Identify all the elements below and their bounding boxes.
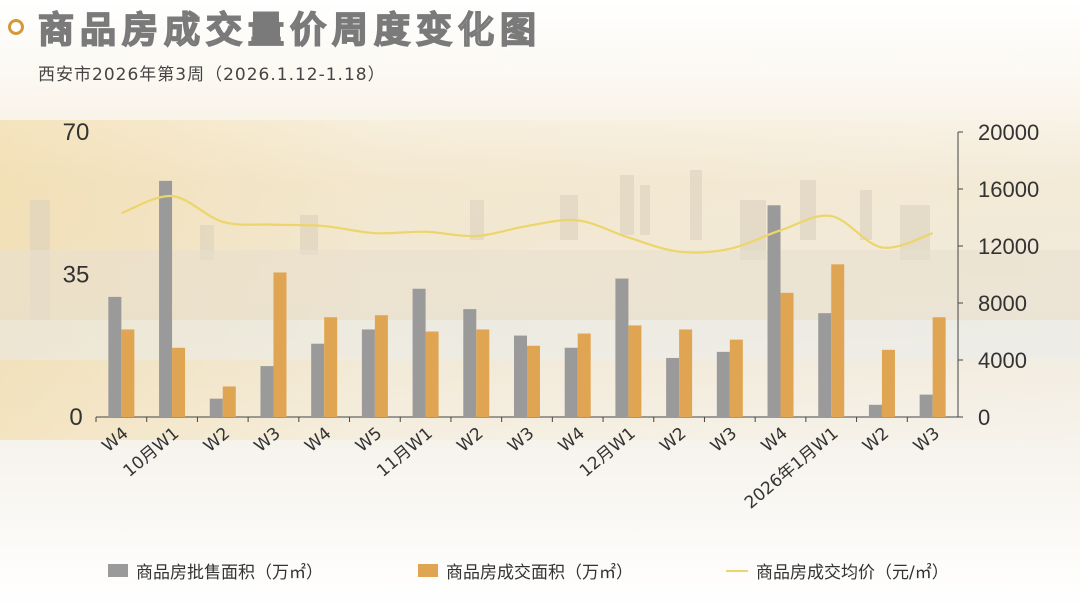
legend-swatch-supply	[108, 564, 128, 577]
bar-deal	[273, 272, 287, 417]
x-tick-label: W3	[251, 424, 285, 457]
right-y-tick-label: 16000	[978, 177, 1039, 202]
bar-supply	[716, 351, 730, 417]
x-tick-label: W2	[453, 424, 487, 457]
bar-supply	[615, 278, 629, 417]
x-tick-label: W3	[504, 424, 538, 457]
bar-supply	[108, 296, 122, 417]
chart-subtitle: 西安市2026年第3周（2026.1.12-1.18）	[38, 65, 386, 85]
left-y-tick-label: 35	[63, 262, 90, 289]
x-tick-label: W3	[910, 424, 944, 457]
legend-label-deal: 商品房成交面积（万㎡）	[446, 563, 633, 583]
x-tick-label: W4	[301, 424, 335, 457]
bar-supply	[919, 394, 933, 417]
title-bullet-icon	[8, 19, 24, 35]
bar-supply	[514, 335, 527, 417]
bar-supply	[361, 329, 375, 417]
legend-item-deal: 商品房成交面积（万㎡）	[418, 558, 633, 583]
right-y-tick-label: 20000	[978, 120, 1039, 145]
bar-supply	[767, 205, 781, 417]
x-tick-label: W2	[656, 424, 690, 457]
bar-deal	[780, 292, 794, 417]
right-y-tick-label: 12000	[978, 234, 1039, 259]
legend-swatch-price	[726, 569, 748, 572]
bar-deal	[881, 349, 895, 417]
bar-deal	[222, 386, 236, 417]
legend-label-price: 商品房成交均价（元/㎡）	[756, 563, 949, 583]
bar-supply	[818, 313, 832, 417]
x-tick-label: 2026年1月W1	[741, 424, 843, 514]
x-tick-label: 10月W1	[120, 424, 184, 482]
bar-deal	[729, 339, 743, 417]
bar-supply	[311, 343, 325, 417]
x-tick-label: W2	[859, 424, 893, 457]
title-row: 商品房成交量价周度变化图	[8, 4, 543, 52]
bar-deal	[831, 264, 845, 417]
x-tick-label: W5	[352, 424, 386, 457]
bar-deal	[932, 317, 946, 417]
bar-supply	[564, 347, 578, 417]
bar-supply	[868, 404, 882, 417]
legend-item-price: 商品房成交均价（元/㎡）	[726, 558, 949, 583]
bar-deal	[324, 317, 338, 417]
bar-supply	[412, 288, 426, 417]
x-tick-label: W2	[200, 424, 234, 457]
legend-swatch-deal	[418, 564, 438, 577]
bar-supply	[159, 180, 173, 417]
bar-supply	[209, 398, 223, 417]
x-tick-label: W4	[555, 424, 589, 457]
right-y-tick-label: 4000	[978, 348, 1027, 373]
x-tick-label: 11月W1	[373, 424, 437, 482]
right-y-tick-label: 8000	[978, 291, 1027, 316]
chart-title: 商品房成交量价周度变化图	[37, 9, 543, 52]
x-tick-label: W4	[99, 424, 133, 457]
x-tick-label: W4	[758, 424, 792, 457]
price-line	[120, 195, 933, 254]
bar-deal	[628, 325, 642, 417]
legend: 商品房批售面积（万㎡） 商品房成交面积（万㎡） 商品房成交均价（元/㎡）	[0, 558, 1080, 586]
legend-item-supply: 商品房批售面积（万㎡）	[108, 558, 323, 583]
bar-supply	[260, 366, 274, 417]
x-tick-label: W3	[707, 424, 741, 457]
bar-deal	[172, 347, 186, 417]
bar-deal	[425, 331, 439, 417]
left-y-tick-label: 0	[69, 404, 82, 431]
bar-deal	[476, 329, 490, 417]
bar-supply	[463, 309, 477, 417]
bar-deal	[121, 329, 135, 417]
x-tick-label: 12月W1	[576, 424, 640, 482]
bar-deal	[374, 315, 388, 417]
bar-supply	[666, 357, 680, 417]
legend-label-supply: 商品房批售面积（万㎡）	[136, 563, 323, 583]
bar-deal	[527, 345, 540, 417]
left-y-tick-label: 70	[63, 119, 90, 146]
right-y-tick-label: 0	[978, 405, 990, 430]
bar-deal	[577, 333, 591, 417]
bar-deal	[679, 329, 693, 417]
